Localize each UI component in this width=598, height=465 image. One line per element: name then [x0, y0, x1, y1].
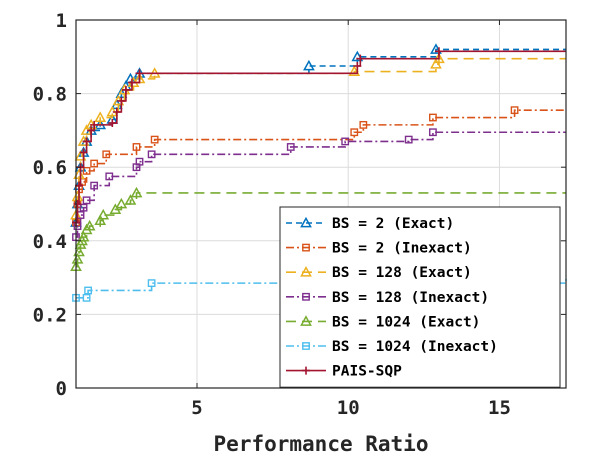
series-6: [72, 47, 566, 227]
data-point: [82, 137, 91, 146]
data-point: [83, 219, 96, 231]
data-point: [77, 230, 90, 242]
series-line: [76, 48, 566, 224]
legend-marker: [300, 216, 312, 228]
data-point: [150, 135, 159, 144]
data-point: [353, 62, 362, 70]
legend-marker: [302, 342, 310, 350]
series-0: [70, 43, 566, 227]
data-point: [147, 150, 156, 159]
data-point: [429, 113, 437, 122]
x-tick-label: 5: [191, 397, 202, 419]
legend-item: PAIS-SQP: [286, 364, 402, 380]
data-point: [135, 69, 144, 78]
data-point: [82, 293, 91, 302]
legend-item: BS = 1024 (Inexact): [286, 339, 498, 355]
data-point: [117, 96, 126, 105]
data-point: [94, 111, 107, 122]
legend-box: [279, 206, 561, 388]
y-tick-label: 1: [56, 10, 67, 32]
legend-label: BS = 128 (Inexact): [332, 290, 489, 306]
data-point: [130, 186, 143, 198]
data-point: [79, 148, 88, 157]
data-point: [90, 181, 99, 190]
data-point: [112, 108, 121, 116]
legend-item: BS = 128 (Exact): [286, 265, 472, 281]
series-line: [76, 57, 566, 216]
data-point: [97, 208, 110, 220]
axis-ticks: 5 10 15 0 0.2 0.4 0.6 0.8 1: [33, 10, 566, 419]
series-line: [76, 109, 566, 224]
data-point: [73, 245, 85, 257]
data-point: [286, 143, 295, 151]
legend-label: BS = 1024 (Inexact): [332, 339, 498, 355]
data-point: [109, 203, 122, 214]
legend-item: BS = 2 (Inexact): [286, 241, 472, 257]
data-point: [359, 120, 368, 129]
data-point: [350, 128, 359, 137]
x-axis-title: Performance Ratio: [214, 432, 429, 456]
data-point: [87, 126, 96, 135]
data-point: [108, 119, 117, 128]
legend-marker: [302, 243, 310, 252]
data-point: [124, 194, 137, 205]
data-point: [127, 78, 136, 87]
data-point: [429, 128, 437, 137]
data-point: [434, 47, 443, 56]
data-point: [71, 253, 84, 264]
legend-label: BS = 2 (Inexact): [332, 241, 472, 257]
data-point: [430, 58, 442, 69]
legend-label: BS = 1024 (Exact): [332, 314, 480, 330]
plot-frame: [75, 19, 567, 389]
legend-label: PAIS-SQP: [332, 364, 402, 380]
data-point: [82, 166, 91, 175]
x-tick-label: 15: [488, 397, 511, 419]
data-point: [115, 197, 128, 209]
data-point: [510, 106, 519, 115]
series-4: [70, 186, 566, 271]
legend-marker: [302, 292, 310, 301]
data-point: [147, 279, 156, 288]
data-point: [84, 286, 92, 295]
data-point: [90, 159, 99, 168]
legend-marker: [302, 366, 310, 375]
legend: BS = 2 (Exact) BS = 2 (Inexact) BS = 128 (…: [279, 206, 561, 388]
y-tick-label: 0.2: [33, 304, 67, 326]
legend-marker: [300, 315, 312, 326]
legend-label: BS = 128 (Exact): [332, 265, 472, 281]
data-point: [105, 172, 114, 181]
data-point: [132, 143, 141, 151]
data-point: [82, 196, 91, 205]
x-tick-label: 10: [337, 397, 360, 419]
data-point: [121, 85, 130, 94]
data-point: [79, 203, 88, 212]
data-point: [303, 59, 315, 71]
y-tick-label: 0: [56, 378, 67, 400]
data-point: [73, 200, 82, 208]
legend-marker: [300, 266, 312, 277]
y-tick-label: 0.8: [33, 84, 67, 106]
data-point: [102, 150, 111, 159]
data-point: [90, 120, 99, 129]
legend-label: BS = 2 (Exact): [332, 216, 454, 232]
data-point: [94, 214, 107, 225]
data-point: [356, 54, 365, 63]
legend-item: BS = 1024 (Exact): [286, 314, 480, 330]
series-2: [70, 52, 566, 220]
legend-item: BS = 128 (Inexact): [286, 290, 489, 306]
data-point: [135, 157, 144, 166]
y-tick-label: 0.4: [33, 231, 67, 253]
y-tick-label: 0.6: [33, 157, 67, 179]
series-line: [76, 131, 566, 238]
data-point: [404, 135, 413, 144]
legend-item: BS = 2 (Exact): [286, 216, 454, 232]
data-point: [341, 137, 350, 146]
